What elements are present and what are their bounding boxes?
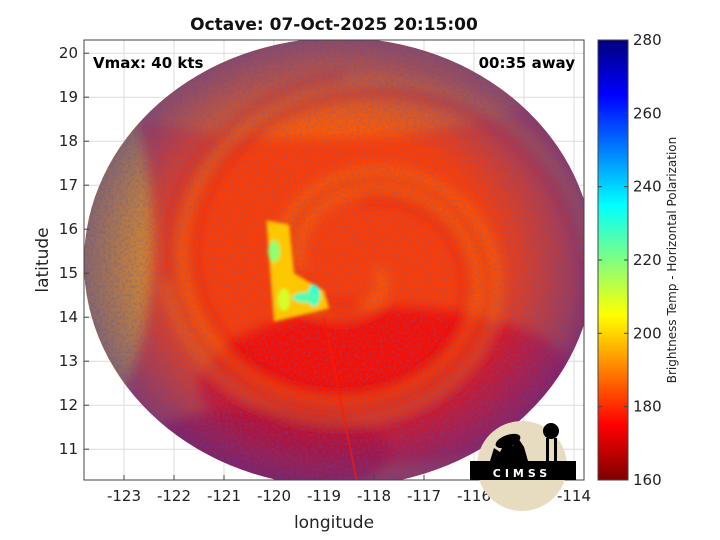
swath-imagery [84, 40, 584, 480]
swath-seam [323, 317, 358, 480]
colorbar: 160 180 200 220 240 260 280 Brightness Temp - … [597, 31, 679, 489]
chart-title: Octave: 07-Oct-2025 20:15:00 [190, 15, 478, 35]
y-tick-label: 13 [59, 352, 78, 370]
x-tick-label: -120 [257, 487, 291, 505]
microwave-swath [84, 40, 584, 480]
plot-area: -123-122-121-120-119-118-117-116-115-114… [59, 39, 591, 511]
y-tick-label: 16 [59, 220, 78, 238]
colorbar-tick-label: 260 [633, 104, 662, 122]
colorbar-tick-label: 200 [633, 324, 662, 342]
plot-frame [83, 39, 585, 481]
colorbar-tick-label: 220 [633, 251, 662, 269]
colorbar-ticks: 160 180 200 220 240 260 280 [598, 31, 662, 489]
y-axis-label: latitude [33, 227, 53, 292]
colorbar-label: Brightness Temp - Horizontal Polarizatio… [665, 137, 679, 384]
colorbar-tick-label: 160 [633, 471, 662, 489]
colorbar-gradient [597, 39, 629, 481]
colorbar-tick-label: 280 [633, 31, 662, 49]
x-tick-label: -118 [357, 487, 391, 505]
x-axis-label: longitude [294, 513, 374, 533]
colorbar-tick-label: 240 [633, 178, 662, 196]
swath-edge-fade [84, 40, 584, 480]
y-axis-ticks: 11 12 13 14 15 16 17 18 19 20 [59, 44, 89, 458]
y-tick-label: 15 [59, 264, 78, 282]
y-tick-label: 11 [59, 440, 78, 458]
x-tick-label: -114 [557, 487, 591, 505]
colorbar-tick-label: 180 [633, 398, 662, 416]
y-tick-label: 20 [59, 44, 78, 62]
x-tick-label: -119 [307, 487, 341, 505]
x-tick-label: -116 [457, 487, 491, 505]
x-tick-label: -123 [107, 487, 141, 505]
cimss-logo: CIMSS [470, 421, 576, 511]
y-tick-label: 19 [59, 88, 78, 106]
time-away-annotation: 00:35 away [479, 54, 576, 72]
x-tick-label: -121 [207, 487, 241, 505]
y-tick-label: 17 [59, 176, 78, 194]
cimss-logo-text: CIMSS [493, 467, 551, 480]
y-tick-label: 12 [59, 396, 78, 414]
x-tick-label: -117 [407, 487, 441, 505]
vmax-annotation: Vmax: 40 kts [93, 54, 203, 72]
x-tick-label: -122 [157, 487, 191, 505]
y-tick-label: 14 [59, 308, 78, 326]
y-tick-label: 18 [59, 132, 78, 150]
